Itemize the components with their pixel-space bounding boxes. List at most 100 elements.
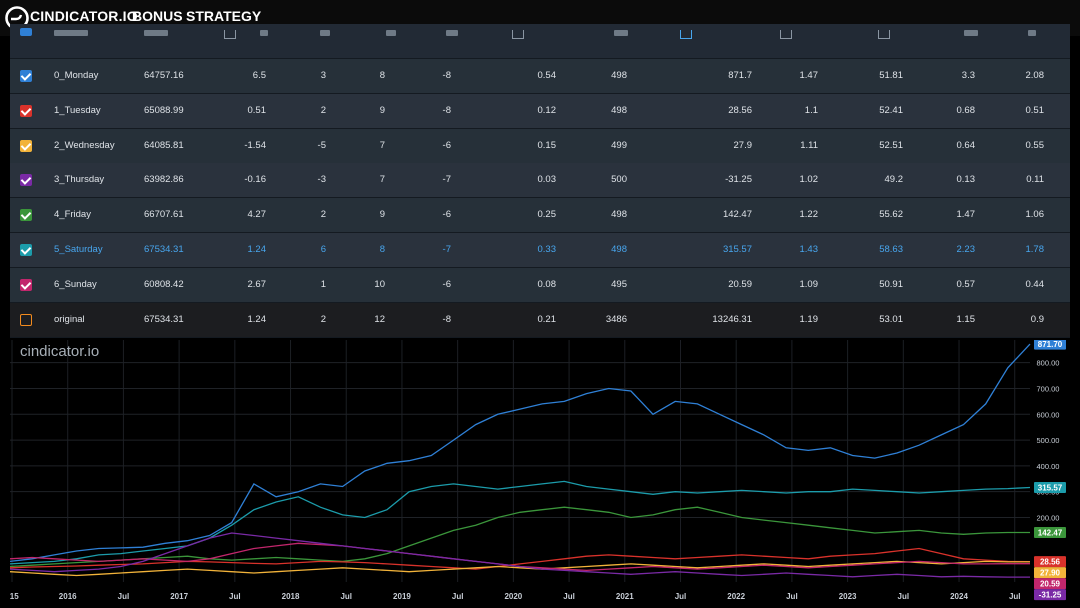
row-checkbox[interactable] <box>20 244 32 256</box>
table-cell: 8 <box>379 244 385 255</box>
header-cell[interactable] <box>446 30 458 36</box>
table-cell: 0.11 <box>1026 174 1044 186</box>
x-tick-label: 015 <box>10 592 19 601</box>
header-cell[interactable] <box>320 30 330 36</box>
table-cell: 12 <box>374 313 385 325</box>
table-cell: -6 <box>442 209 451 221</box>
row-checkbox[interactable] <box>20 313 32 326</box>
row-checkbox[interactable] <box>20 174 32 187</box>
x-tick-label: 2018 <box>282 592 300 601</box>
row-name: 2_Wednesday <box>54 139 115 151</box>
table-cell: 498 <box>611 244 627 255</box>
table-header <box>10 24 1070 59</box>
header-cell[interactable] <box>144 30 168 36</box>
table-row[interactable]: 1_Tuesday 65088.99 0.51 2 9 -8 0.12 498 28.56 1.1… <box>10 93 1070 129</box>
x-tick-label: Jul <box>898 592 910 601</box>
table-row[interactable]: 5_Saturday 67534.31 1.24 6 8 -7 0.33 498 315.57 1… <box>10 233 1070 268</box>
table-cell: -0.16 <box>244 174 266 186</box>
table-cell: 3 <box>320 70 326 81</box>
table-cell: 2 <box>320 209 326 221</box>
last-value-tag <box>1034 567 1066 579</box>
row-checkbox[interactable] <box>20 139 32 152</box>
nav-strategy[interactable]: STRATEGY <box>186 8 262 24</box>
table-cell: 8 <box>379 70 385 81</box>
table-cell: -6 <box>442 278 451 290</box>
table-cell: 142.47 <box>722 209 752 221</box>
series-line-4_Friday[interactable] <box>9 506 1030 568</box>
row-checkbox[interactable] <box>20 209 32 222</box>
x-tick-label: Jul <box>563 592 575 601</box>
header-cell[interactable] <box>964 30 978 36</box>
table-row[interactable]: original 67534.31 1.24 2 12 -8 0.21 3486 13246.3… <box>10 302 1070 338</box>
series-line-1_Tuesday[interactable] <box>9 547 1031 570</box>
header-filter-icon[interactable] <box>878 30 890 39</box>
results-table: 0_Monday 64757.16 6.5 3 8 -8 0.54 498 871.7 1.47 5… <box>10 24 1070 338</box>
header-cell[interactable] <box>1028 30 1036 36</box>
table-cell: -7 <box>442 174 451 186</box>
table-cell: 498 <box>611 104 627 116</box>
table-cell: 0.03 <box>537 174 557 186</box>
table-cell: 1.24 <box>247 313 267 325</box>
header-filter-icon[interactable] <box>224 30 236 39</box>
table-cell: 0.21 <box>537 313 557 325</box>
nav-bonus[interactable]: BONUS <box>132 8 183 24</box>
row-checkbox[interactable] <box>20 70 32 82</box>
y-tick-label: 700.00 <box>1037 384 1060 393</box>
y-tick-label: 500.00 <box>1037 436 1060 445</box>
series-line-2_Wednesday[interactable] <box>9 560 1030 577</box>
last-value-tag <box>1034 589 1066 601</box>
table-cell: -8 <box>442 104 451 116</box>
chart-canvas[interactable]: 015 2016 Jul 2017 Jul 2018 Jul 2019 Jul 2020 Jul 20… <box>5 338 1070 603</box>
header-cell[interactable] <box>54 30 88 36</box>
brand-name[interactable]: CINDICATOR.IO <box>30 8 138 24</box>
table-row[interactable]: 4_Friday 66707.61 4.27 2 9 -6 0.25 498 142.47 1.2… <box>10 198 1070 234</box>
header-filter-icon[interactable] <box>680 30 692 39</box>
x-tick-label: 2017 <box>170 592 188 601</box>
row-checkbox[interactable] <box>20 104 32 117</box>
table-cell: 315.57 <box>722 244 752 255</box>
row-checkbox[interactable] <box>20 278 32 291</box>
table-row[interactable]: 6_Sunday 60808.42 2.67 1 10 -6 0.08 495 20.59 1.0… <box>10 267 1070 303</box>
x-tick-label: 2020 <box>504 592 522 601</box>
table-cell: 1.02 <box>799 174 819 186</box>
equity-chart[interactable]: 015 2016 Jul 2017 Jul 2018 Jul 2019 Jul 2020 Jul 20… <box>5 338 1070 603</box>
header-cell[interactable] <box>614 30 628 36</box>
row-name: 4_Friday <box>54 209 91 221</box>
table-cell: 0.25 <box>537 209 557 221</box>
table-cell: 64085.81 <box>144 139 184 151</box>
table-cell: 9 <box>379 104 385 116</box>
last-value-label: 871.70 <box>1038 340 1063 349</box>
x-tick-label: Jul <box>340 592 352 601</box>
table-row[interactable]: 0_Monday 64757.16 6.5 3 8 -8 0.54 498 871.7 1.47 5… <box>10 59 1070 94</box>
x-tick-label: 2021 <box>616 592 634 601</box>
header-cell[interactable] <box>386 30 396 36</box>
table-cell: 10 <box>374 278 385 290</box>
series-line-5_Saturday[interactable] <box>9 480 1031 565</box>
last-value-label: 315.57 <box>1038 484 1063 493</box>
header-cell[interactable] <box>260 30 268 36</box>
last-value-label: 20.59 <box>1040 580 1061 589</box>
series-line-3_Thursday[interactable] <box>9 532 1030 578</box>
series-line-0_Monday[interactable] <box>9 343 1031 563</box>
table-cell: 0.51 <box>1025 104 1045 116</box>
y-tick-label: 800.00 <box>1037 359 1060 368</box>
select-all-checkbox[interactable] <box>20 28 32 36</box>
last-value-label: 28.56 <box>1040 558 1061 567</box>
table-cell: 498 <box>611 209 627 221</box>
y-tick-label: 600.00 <box>1037 410 1060 419</box>
table-cell: 27.9 <box>733 139 753 151</box>
table-cell: 0.08 <box>537 278 557 290</box>
table-row[interactable]: 2_Wednesday 64085.81 -1.54 -5 7 -6 0.15 499 27.9… <box>10 128 1070 164</box>
header-filter-icon[interactable] <box>512 30 524 39</box>
table-cell: 52.51 <box>879 139 903 151</box>
table-cell: 1.15 <box>956 313 976 325</box>
table-cell: 1.78 <box>1025 244 1045 255</box>
table-cell: 1.22 <box>799 209 819 221</box>
table-row[interactable]: 3_Thursday 63982.86 -0.16 -3 7 -7 0.03 500 -31.2… <box>10 163 1070 199</box>
table-cell: 20.59 <box>728 278 752 290</box>
table-cell: 13246.31 <box>712 313 752 325</box>
table-cell: -6 <box>442 139 451 151</box>
table-cell: 499 <box>611 139 627 151</box>
table-cell: -31.25 <box>725 174 752 186</box>
header-filter-icon[interactable] <box>780 30 792 39</box>
